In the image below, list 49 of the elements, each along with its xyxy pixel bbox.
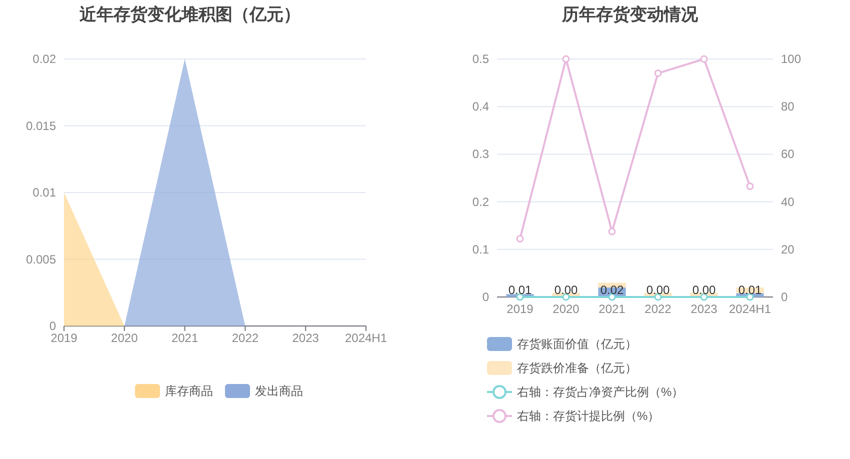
x-tick-label: 2024H1 (344, 331, 388, 345)
x-tick-label: 2020 (111, 331, 138, 345)
legend-label: 右轴：存货计提比例（%） (517, 409, 660, 423)
legend-label: 存货跌价准备（亿元） (517, 361, 637, 375)
data-label: 0.00 (692, 283, 716, 297)
data-label: 0.01 (738, 283, 762, 297)
x-tick-label: 2019 (506, 302, 534, 316)
y2-tick-label: 60 (781, 147, 795, 162)
data-label: 0.02 (600, 283, 624, 297)
y2-tick-label: 40 (781, 194, 795, 209)
legend-label: 右轴：存货占净资产比例（%） (517, 385, 684, 399)
x-tick-label: 2022 (232, 331, 259, 345)
legend-label: 发出商品 (255, 384, 303, 398)
y-tick-label: 0.015 (26, 118, 56, 133)
point (516, 234, 524, 242)
y2-tick-label: 100 (781, 52, 802, 66)
chart-title: 历年存货变动情况 (561, 5, 699, 24)
y2-tick-label: 80 (781, 100, 795, 114)
point (654, 70, 662, 78)
chart-title: 近年存货变化堆积图（亿元） (78, 5, 300, 24)
y2-tick-label: 0 (781, 290, 788, 304)
legend-label: 存货账面价值（亿元） (517, 337, 637, 351)
x-tick-label: 2023 (292, 331, 320, 345)
y-tick-label: 0.01 (32, 186, 56, 200)
y-tick-label: 0.02 (32, 52, 56, 66)
y-tick-label: 0.2 (472, 194, 490, 209)
y-tick-label: 0.3 (472, 147, 490, 162)
x-tick-label: 2020 (552, 302, 580, 316)
x-tick-label: 2021 (171, 331, 198, 345)
x-tick-label: 2019 (50, 331, 78, 345)
point (700, 55, 708, 63)
y-tick-label: 0.005 (26, 252, 56, 266)
y-tick-label: 0 (49, 319, 56, 333)
point (608, 228, 616, 236)
data-label: 0.00 (554, 283, 578, 297)
y-tick-label: 0.4 (472, 100, 490, 114)
x-tick-label: 2022 (644, 302, 672, 316)
point (746, 182, 754, 190)
data-label: 0.01 (508, 283, 532, 297)
x-tick-label: 2021 (598, 302, 626, 316)
x-tick-label: 2024H1 (728, 302, 772, 316)
y-tick-label: 0.5 (472, 52, 490, 66)
x-tick-label: 2023 (690, 302, 718, 316)
point (562, 55, 570, 63)
y2-tick-label: 20 (781, 242, 795, 256)
data-label: 0.00 (646, 283, 670, 297)
y-tick-label: 0 (482, 290, 490, 304)
y-tick-label: 0.1 (472, 242, 490, 256)
legend-label: 库存商品 (165, 384, 213, 398)
